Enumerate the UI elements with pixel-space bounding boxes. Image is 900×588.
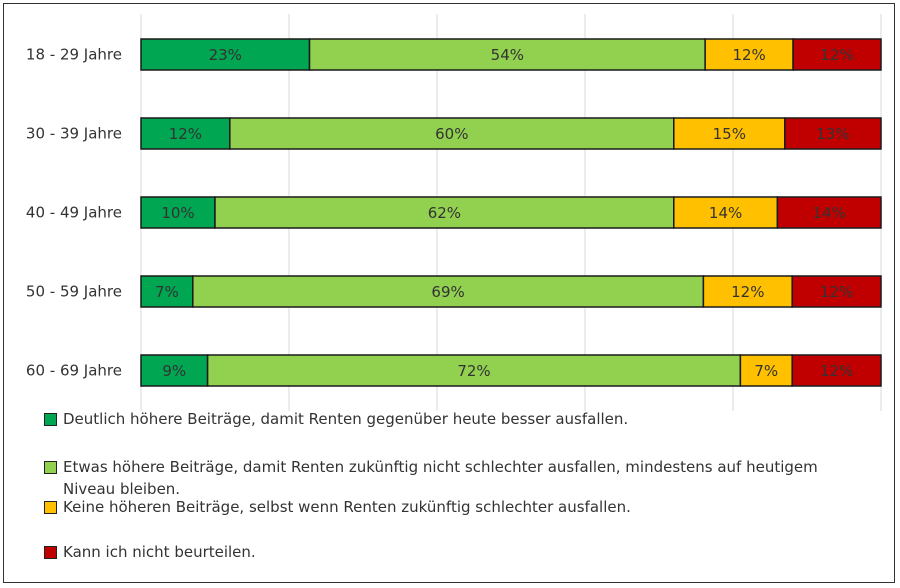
bar-segment: [704, 38, 794, 71]
bar-segment: [229, 117, 675, 150]
data-label: 69%: [431, 283, 464, 301]
category-label: 50 - 59 Jahre: [26, 283, 122, 301]
category-label: 60 - 69 Jahre: [26, 362, 122, 380]
bar-segment: [739, 354, 793, 387]
data-label: 12%: [820, 283, 853, 301]
stacked-bar-chart: 18 - 29 Jahre 30 - 39 Jahre 40 - 49 Jahre 5…: [26, 14, 882, 411]
data-label: 7%: [754, 362, 778, 380]
bar-segment: [214, 196, 675, 229]
data-label: 9%: [162, 362, 186, 380]
data-label: 60%: [435, 125, 468, 143]
bar-segment: [784, 117, 882, 150]
legend-swatch: [44, 413, 57, 426]
legend-label: Kann ich nicht beurteilen.: [63, 543, 256, 561]
bar-segment: [791, 275, 882, 308]
data-label: 23%: [209, 46, 242, 64]
data-label: 62%: [428, 204, 461, 222]
legend-label: Keine höheren Beiträge, selbst wenn Rent…: [63, 498, 631, 516]
chart-frame: 18 - 29 Jahre 30 - 39 Jahre 40 - 49 Jahre 5…: [3, 3, 895, 583]
legend-swatch: [44, 501, 57, 514]
legend-swatch: [44, 461, 57, 474]
bar-segment: [776, 196, 882, 229]
data-label: 12%: [820, 362, 853, 380]
data-label: 12%: [169, 125, 202, 143]
data-label: 54%: [491, 46, 524, 64]
data-label: 12%: [820, 46, 853, 64]
data-label: 10%: [161, 204, 194, 222]
bar-segment: [192, 275, 705, 308]
bar-segment: [702, 275, 793, 308]
bar-segment: [140, 117, 231, 150]
bar-segment: [206, 354, 742, 387]
legend-item: Keine höheren Beiträge, selbst wenn Rent…: [44, 496, 873, 518]
legend-item: Etwas höhere Beiträge, damit Renten zukü…: [44, 456, 873, 500]
data-label: 72%: [457, 362, 490, 380]
category-label: 40 - 49 Jahre: [26, 204, 122, 222]
bar-segment: [791, 354, 882, 387]
bar-segment: [140, 196, 216, 229]
data-label: 7%: [155, 283, 179, 301]
data-label: 14%: [813, 204, 846, 222]
bar-segment: [140, 354, 209, 387]
bar-segment: [140, 38, 311, 71]
legend-label: Deutlich höhere Beiträge, damit Renten g…: [63, 410, 629, 428]
bars: 23% 54% 12% 12% 12% 60% 15% 13% 10% 62% 14% 14% 7% 69…: [140, 38, 882, 387]
bar-segment: [673, 117, 786, 150]
legend-label: Etwas höhere Beiträge, damit Renten zukü…: [63, 458, 818, 498]
data-label: 12%: [731, 283, 764, 301]
data-label: 12%: [732, 46, 765, 64]
data-label: 15%: [713, 125, 746, 143]
bar-segment: [792, 38, 882, 71]
legend-item: Kann ich nicht beurteilen.: [44, 541, 873, 563]
legend-swatch: [44, 546, 57, 559]
category-label: 18 - 29 Jahre: [26, 46, 122, 64]
category-labels: 18 - 29 Jahre 30 - 39 Jahre 40 - 49 Jahre 5…: [26, 46, 122, 380]
data-label: 13%: [816, 125, 849, 143]
legend-item: Deutlich höhere Beiträge, damit Renten g…: [44, 408, 873, 430]
category-label: 30 - 39 Jahre: [26, 125, 122, 143]
bar-segment: [308, 38, 706, 71]
data-label: 14%: [709, 204, 742, 222]
